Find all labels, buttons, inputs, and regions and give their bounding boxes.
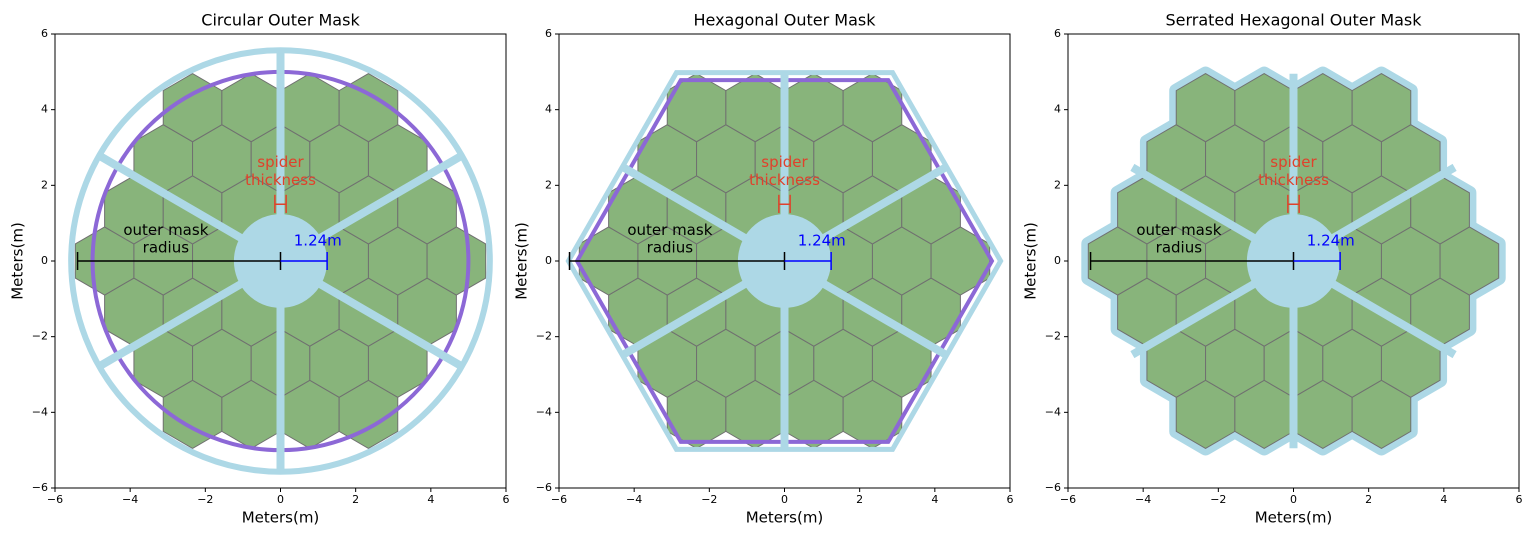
x-axis-label: Meters(m): [1255, 509, 1333, 527]
x-tick-label: 4: [1440, 493, 1447, 506]
y-axis-label: Meters(m): [1022, 222, 1040, 300]
y-tick-label: 4: [41, 103, 48, 116]
y-axis-label: Meters(m): [513, 222, 531, 300]
x-tick-label: −2: [197, 493, 213, 506]
spider-label: thickness: [245, 171, 316, 189]
y-tick-label: 0: [1054, 254, 1061, 267]
y-tick-label: −2: [32, 330, 48, 343]
plot-area: [565, 70, 1004, 452]
y-tick-label: −2: [536, 330, 552, 343]
y-tick-label: 2: [41, 178, 48, 191]
x-tick-label: 4: [427, 493, 434, 506]
inner-radius-label: 1.24m: [798, 231, 846, 249]
y-tick-label: 4: [1054, 103, 1061, 116]
x-tick-label: −6: [1060, 493, 1076, 506]
y-tick-label: 2: [545, 178, 552, 191]
radius-label: outer mask: [627, 221, 712, 239]
inner-radius-label: 1.24m: [1307, 231, 1355, 249]
x-tick-label: 6: [503, 493, 510, 506]
x-tick-label: −4: [122, 493, 138, 506]
radius-label: radius: [647, 239, 694, 257]
y-tick-label: −6: [536, 481, 552, 494]
plot-area: [68, 47, 493, 475]
x-tick-label: −6: [47, 493, 63, 506]
chart-title: Circular Outer Mask: [201, 11, 360, 30]
x-tick-label: 0: [1290, 493, 1297, 506]
x-tick-label: 0: [781, 493, 788, 506]
y-tick-label: −4: [32, 405, 48, 418]
x-tick-label: 2: [352, 493, 359, 506]
radius-label: outer mask: [1136, 221, 1221, 239]
y-tick-label: 6: [545, 27, 552, 40]
y-tick-label: 0: [545, 254, 552, 267]
spider-label: spider: [1270, 153, 1317, 171]
y-tick-label: −4: [1045, 405, 1061, 418]
spider-label: spider: [761, 153, 808, 171]
x-tick-label: −4: [626, 493, 642, 506]
inner-radius-label: 1.24m: [294, 231, 342, 249]
y-tick-label: 6: [1054, 27, 1061, 40]
x-axis-label: Meters(m): [746, 509, 824, 527]
x-tick-label: −4: [1135, 493, 1151, 506]
x-tick-label: 2: [1365, 493, 1372, 506]
x-tick-label: −6: [551, 493, 567, 506]
x-tick-label: 2: [856, 493, 863, 506]
mirror-segment: [1351, 73, 1412, 143]
x-tick-label: −2: [1210, 493, 1226, 506]
y-tick-label: 6: [41, 27, 48, 40]
x-tick-label: 6: [1007, 493, 1014, 506]
x-tick-label: 4: [931, 493, 938, 506]
x-tick-label: 6: [1516, 493, 1523, 506]
radius-label: outer mask: [123, 221, 208, 239]
plot-area: [1081, 66, 1506, 456]
spider-label: thickness: [749, 171, 820, 189]
y-tick-label: 4: [545, 103, 552, 116]
chart-title: Hexagonal Outer Mask: [693, 11, 876, 30]
y-axis-label: Meters(m): [9, 222, 27, 300]
radius-label: radius: [1156, 239, 1203, 257]
chart-title: Serrated Hexagonal Outer Mask: [1165, 11, 1422, 30]
y-tick-label: 2: [1054, 178, 1061, 191]
outer-mask: [68, 47, 493, 475]
y-tick-label: −6: [32, 481, 48, 494]
outer-mask: [565, 70, 1004, 452]
y-tick-label: −2: [1045, 330, 1061, 343]
y-tick-label: 0: [41, 254, 48, 267]
radius-label: radius: [143, 239, 190, 257]
y-tick-label: −4: [536, 405, 552, 418]
mirror-segment: [338, 73, 399, 143]
spider-label: spider: [257, 153, 304, 171]
y-tick-label: −6: [1045, 481, 1061, 494]
x-tick-label: 0: [277, 493, 284, 506]
x-axis-label: Meters(m): [242, 509, 320, 527]
x-tick-label: −2: [701, 493, 717, 506]
spider-label: thickness: [1258, 171, 1329, 189]
